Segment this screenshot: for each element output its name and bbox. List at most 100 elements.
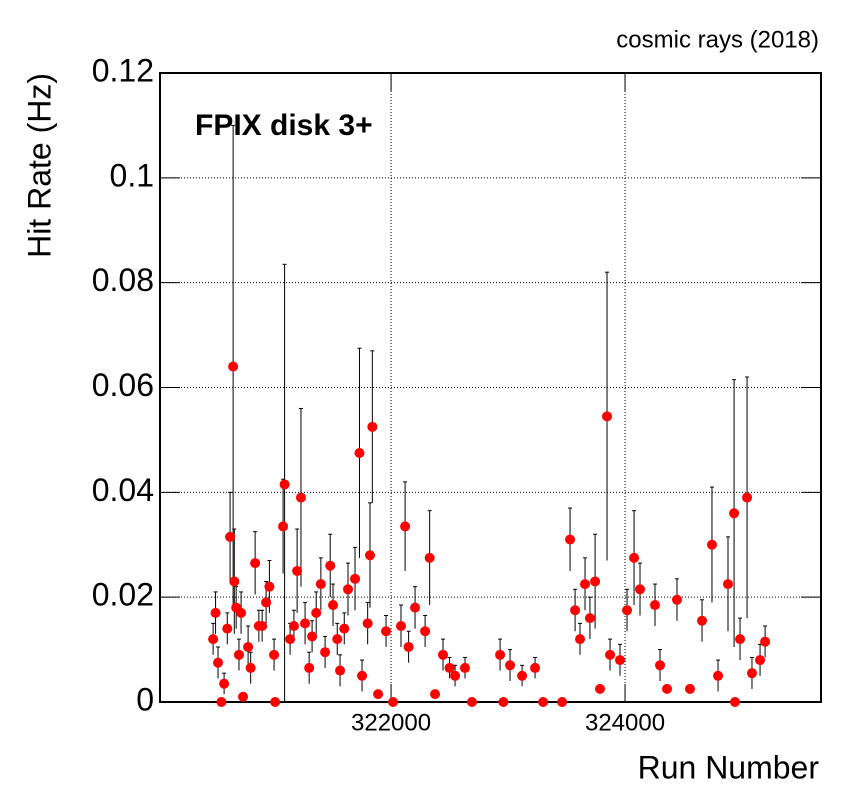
- data-point: [285, 634, 296, 645]
- data-point: [238, 691, 249, 702]
- data-point: [697, 615, 708, 626]
- data-point: [530, 662, 541, 673]
- x-tick-label: 324000: [585, 709, 665, 736]
- data-point: [216, 697, 227, 707]
- data-point: [730, 697, 741, 707]
- data-point: [410, 602, 421, 613]
- data-point: [517, 670, 528, 681]
- data-point: [295, 492, 306, 503]
- data-point: [602, 411, 613, 422]
- data-point: [622, 605, 633, 616]
- data-point: [335, 665, 346, 676]
- data-point: [257, 620, 268, 631]
- data-point: [450, 670, 461, 681]
- data-point: [760, 636, 771, 647]
- data-point: [208, 634, 219, 645]
- data-point: [444, 662, 455, 673]
- data-point: [222, 623, 233, 634]
- data-point: [629, 552, 640, 563]
- data-point: [250, 558, 261, 569]
- data-point: [746, 668, 757, 679]
- data-point: [403, 641, 414, 652]
- data-point: [438, 649, 449, 660]
- data-point: [649, 600, 660, 611]
- data-point: [279, 479, 290, 490]
- data-point: [269, 649, 280, 660]
- data-point: [219, 678, 230, 689]
- data-point: [430, 689, 441, 700]
- x-axis-label: Run Number: [638, 749, 820, 785]
- data-point: [292, 565, 303, 576]
- data-point: [233, 649, 244, 660]
- data-point: [635, 584, 646, 595]
- data-point: [498, 697, 509, 707]
- data-point: [339, 623, 350, 634]
- data-point: [671, 594, 682, 605]
- data-point: [210, 607, 221, 618]
- y-tick-label: 0.12: [92, 52, 154, 88]
- data-point: [229, 576, 240, 587]
- data-point: [350, 573, 361, 584]
- y-tick-label: 0: [136, 681, 154, 717]
- data-point: [270, 697, 281, 707]
- data-point: [505, 660, 516, 671]
- data-point: [311, 607, 322, 618]
- data-point: [459, 662, 470, 673]
- data-point: [655, 660, 666, 671]
- y-tick-label: 0.02: [92, 577, 154, 613]
- data-point: [320, 647, 331, 658]
- data-point: [243, 641, 254, 652]
- data-point: [713, 670, 724, 681]
- data-point: [580, 579, 591, 590]
- data-point: [735, 634, 746, 645]
- data-point: [325, 560, 336, 571]
- data-point: [278, 521, 289, 532]
- data-point: [388, 697, 399, 707]
- data-point: [742, 492, 753, 503]
- data-point: [729, 508, 740, 519]
- data-point: [307, 631, 318, 642]
- data-point: [381, 626, 392, 637]
- data-point: [225, 531, 236, 542]
- data-point: [261, 597, 272, 608]
- data-point: [584, 613, 595, 624]
- data-point: [364, 550, 375, 561]
- data-point: [467, 697, 478, 707]
- data-point: [343, 584, 354, 595]
- data-point: [538, 697, 549, 707]
- y-tick-label: 0.1: [110, 157, 154, 193]
- data-point: [245, 662, 256, 673]
- data-point: [570, 605, 581, 616]
- data-point: [362, 618, 373, 629]
- x-tick-label: 322000: [351, 709, 431, 736]
- chart-subtitle: cosmic rays (2018): [616, 26, 819, 53]
- data-point: [706, 539, 717, 550]
- data-point: [264, 581, 275, 592]
- data-point: [420, 626, 431, 637]
- data-point: [373, 689, 384, 700]
- y-axis-label: Hit Rate (Hz): [21, 73, 57, 258]
- data-point: [565, 534, 576, 545]
- data-point: [755, 655, 766, 666]
- data-point: [354, 448, 365, 459]
- data-point: [332, 634, 343, 645]
- data-point: [722, 579, 733, 590]
- data-point: [300, 618, 311, 629]
- data-point: [615, 655, 626, 666]
- data-point: [328, 600, 339, 611]
- data-point: [557, 697, 568, 707]
- data-point: [684, 683, 695, 694]
- data-point: [396, 620, 407, 631]
- data-point: [357, 670, 368, 681]
- data-point: [495, 649, 506, 660]
- data-point: [367, 421, 378, 432]
- data-point: [304, 662, 315, 673]
- data-point: [595, 683, 606, 694]
- chart-title: FPIX disk 3+: [195, 109, 373, 142]
- y-tick-label: 0.04: [92, 472, 154, 508]
- data-point: [424, 552, 435, 563]
- data-point: [315, 579, 326, 590]
- data-point: [574, 634, 585, 645]
